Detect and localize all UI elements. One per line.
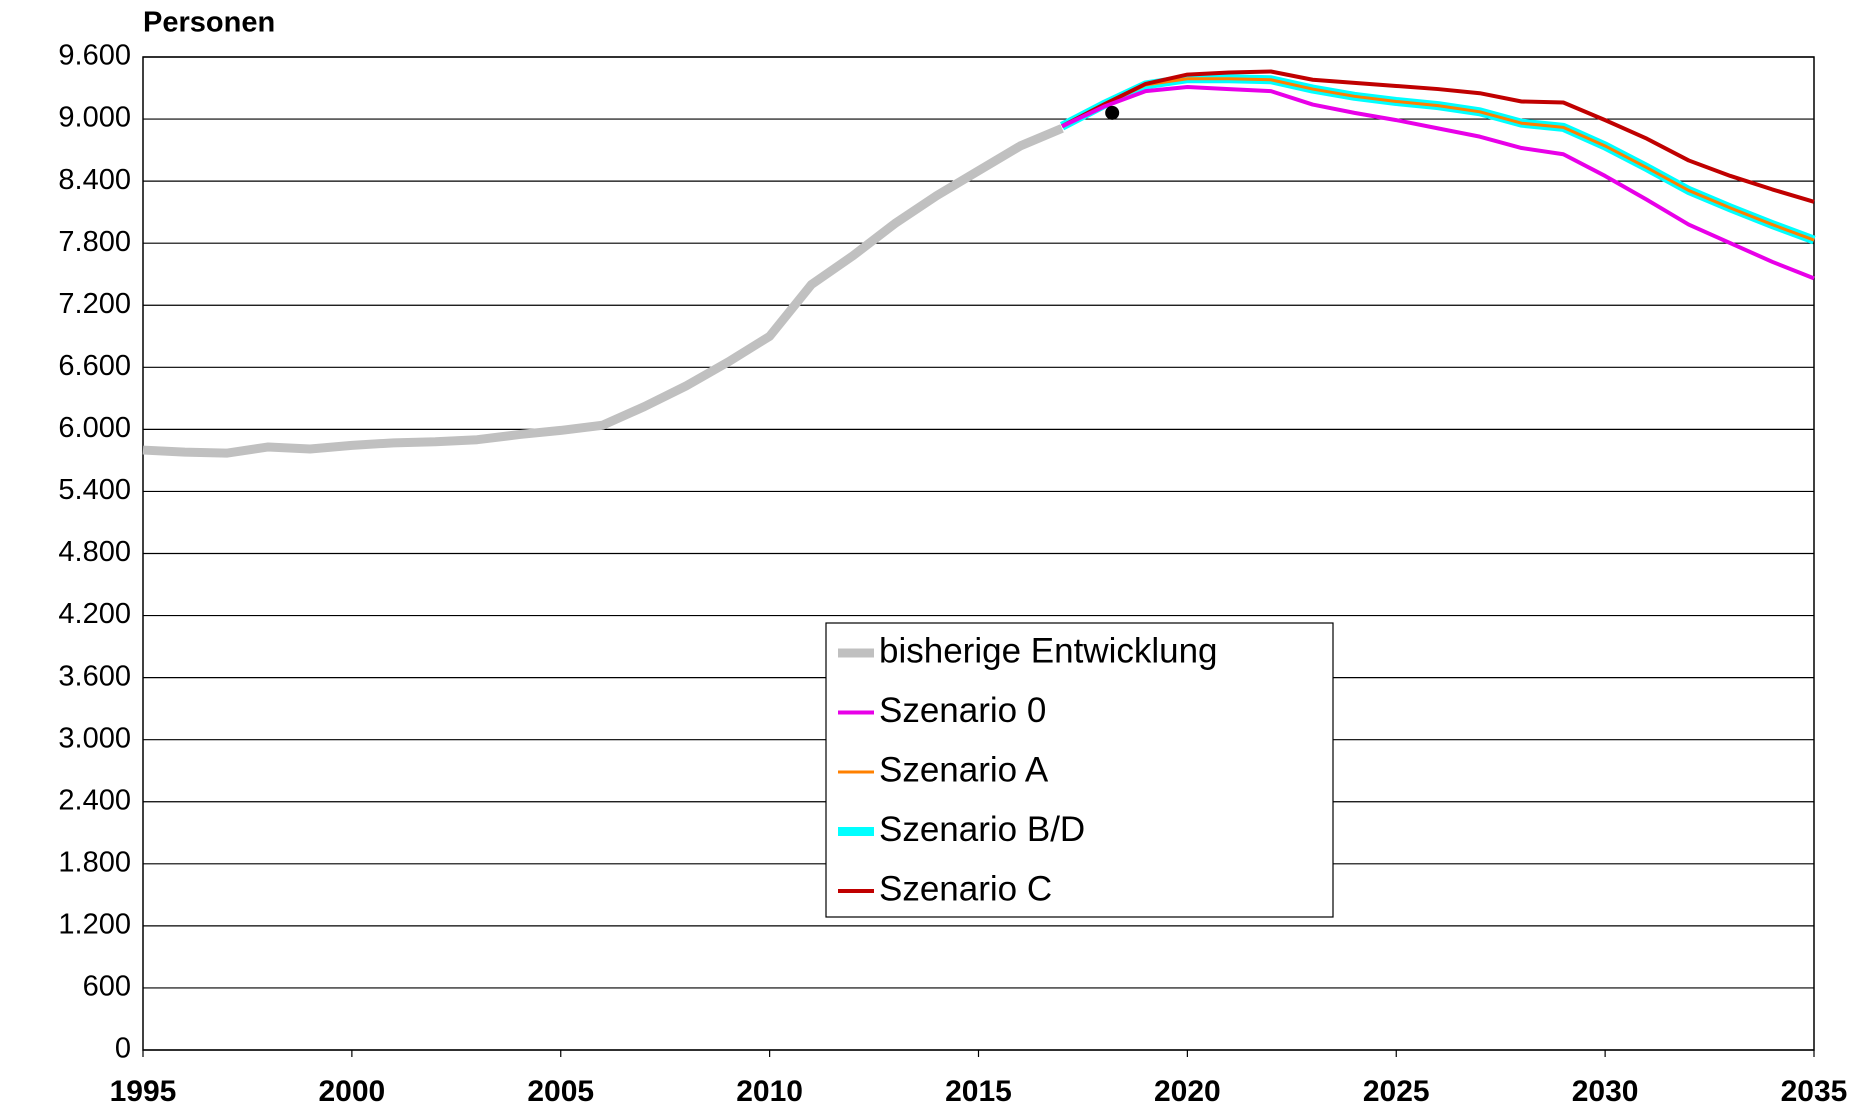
x-tick-label: 2030 <box>1572 1075 1639 1107</box>
y-tick-label: 7.800 <box>58 226 131 258</box>
x-tick-label: 2035 <box>1781 1075 1848 1107</box>
x-tick-label: 2000 <box>319 1075 386 1107</box>
y-tick-label: 9.600 <box>58 40 131 72</box>
plot-frame <box>142 56 1815 1051</box>
y-tick-label: 1.200 <box>58 909 131 941</box>
series-line <box>142 124 1064 458</box>
x-tick-label: 2005 <box>527 1075 594 1107</box>
legend-label: Szenario 0 <box>879 691 1046 730</box>
legend: bisherige Entwicklung Szenario 0 Szenario … <box>825 622 1334 918</box>
y-axis-label: Personen <box>143 7 275 39</box>
series-line <box>1061 69 1815 204</box>
legend-box <box>825 622 1334 918</box>
y-tick-label: 3.600 <box>58 660 131 692</box>
x-tick-label: 1995 <box>110 1075 177 1107</box>
highlight-point <box>1105 105 1120 120</box>
y-tick-label: 9.000 <box>58 102 131 134</box>
series-line <box>1061 77 1815 242</box>
y-tick-label: 1.800 <box>58 846 131 878</box>
series-line <box>1059 74 1816 245</box>
y-tick-label: 3.000 <box>58 722 131 754</box>
y-tick-label: 6.000 <box>58 412 131 444</box>
x-tick-label: 2025 <box>1363 1075 1430 1107</box>
y-tick-label: 4.800 <box>58 536 131 568</box>
legend-label: Szenario C <box>879 869 1052 908</box>
y-tick-label: 2.400 <box>58 784 131 816</box>
x-tick-label: 2020 <box>1154 1075 1221 1107</box>
x-tick-label: 2015 <box>945 1075 1012 1107</box>
y-tick-label: 600 <box>83 971 131 1003</box>
y-tick-label: 5.400 <box>58 474 131 506</box>
legend-label: bisherige Entwicklung <box>879 631 1218 670</box>
legend-label: Szenario A <box>879 750 1049 789</box>
y-tick-label: 8.400 <box>58 164 131 196</box>
legend-label: Szenario B/D <box>879 810 1085 849</box>
series-line <box>1061 84 1815 281</box>
x-tick-label: 2010 <box>736 1075 803 1107</box>
y-tick-label: 7.200 <box>58 288 131 320</box>
y-tick-label: 4.200 <box>58 598 131 630</box>
y-tick-label: 6.600 <box>58 350 131 382</box>
y-tick-label: 0 <box>115 1033 131 1065</box>
